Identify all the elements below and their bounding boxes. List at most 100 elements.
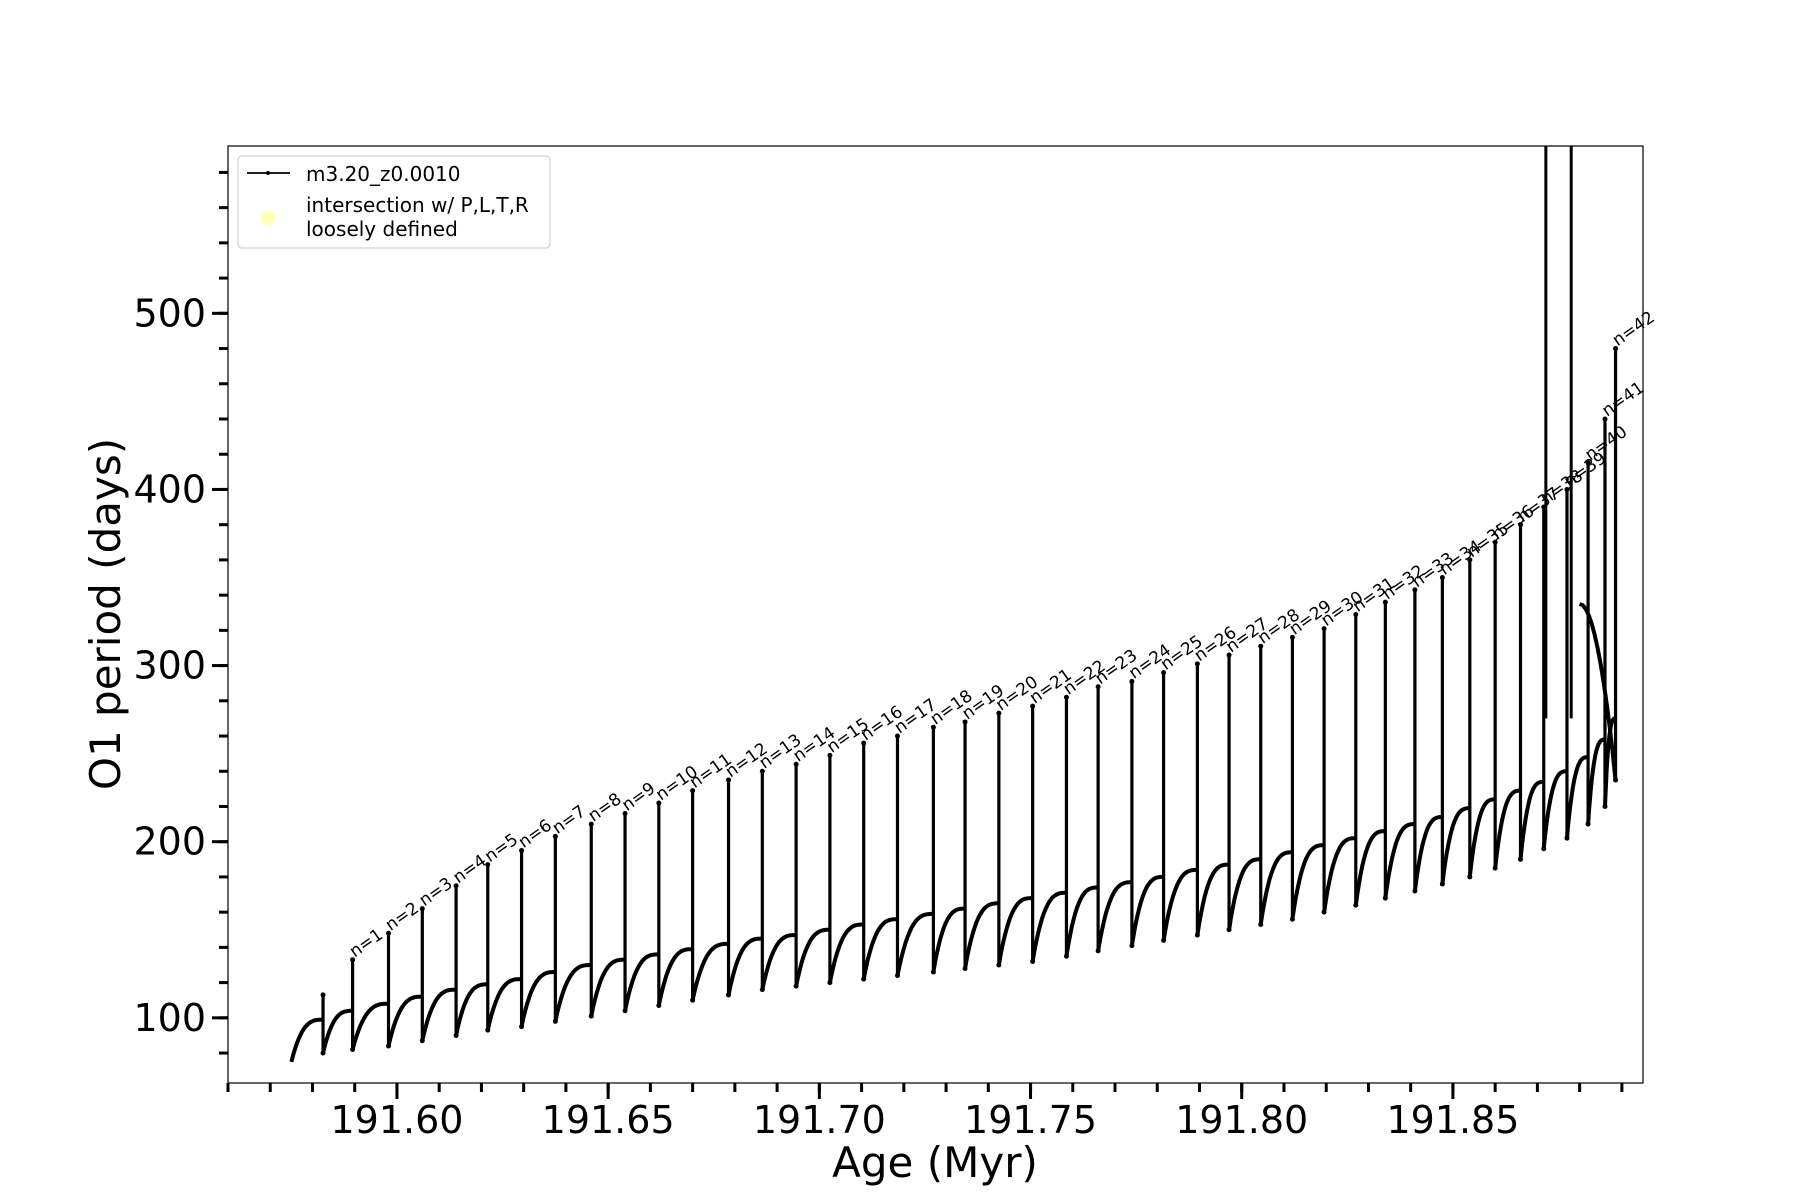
series-segment [794, 927, 830, 987]
y-axis-title: O1 period (days) [81, 438, 130, 790]
spike-peak-point [962, 719, 968, 725]
y-tick-label: 100 [133, 996, 206, 1040]
spike-peak-point [827, 752, 833, 758]
series-segment [1096, 880, 1132, 952]
spike-peak-point [350, 957, 356, 963]
spike-peak-point [453, 883, 459, 889]
series-segment [623, 952, 659, 1012]
x-axis-title: Age (Myr) [832, 1138, 1038, 1187]
spike-peak-point [1518, 522, 1524, 528]
series-segment [1353, 829, 1386, 906]
series-final-rise [1578, 602, 1618, 781]
spike-peak-point [485, 862, 491, 868]
spike-peak-point [1129, 678, 1135, 684]
spike-peak-point [690, 788, 696, 794]
series-segment [861, 917, 898, 980]
spike-peak-point [894, 733, 900, 739]
plot-frame [227, 145, 1644, 1084]
spike-peak-point [759, 768, 765, 774]
y-tick-label: 400 [133, 467, 206, 511]
series-segment [420, 987, 457, 1042]
series-segment [690, 941, 729, 1001]
spike-peak-point [930, 724, 936, 730]
series-segment [386, 994, 423, 1047]
spike-peak-point [622, 811, 628, 817]
series-segment [1565, 755, 1589, 839]
spike-peak-point [1439, 575, 1445, 581]
spike-peak-point [1353, 612, 1359, 617]
legend-box [237, 155, 551, 249]
series-segment [1518, 779, 1545, 860]
legend-label-intersection-line1: intersection w/ P,L,T,R [306, 193, 529, 217]
spike-peak-point [861, 740, 867, 746]
series-segment [963, 901, 1000, 969]
series-segment [454, 982, 488, 1036]
series-segment [485, 977, 522, 1031]
series-segment [289, 1017, 324, 1063]
series-segment [1258, 850, 1293, 925]
spike-peak-point [1613, 346, 1619, 352]
series-segment [1586, 737, 1606, 825]
series-segment [1383, 822, 1416, 899]
spike-peak-point [1412, 587, 1418, 593]
spike-peak-point [1289, 634, 1295, 640]
series-segment [1467, 797, 1496, 878]
spike-peak-point [588, 821, 594, 827]
series-segment [1493, 788, 1522, 869]
x-tick-label: 191.70 [753, 1098, 886, 1142]
spike-peak-point [320, 992, 326, 998]
spike-peak-point [1161, 670, 1167, 676]
series-segment [321, 1008, 353, 1054]
y-tick-label: 300 [133, 644, 206, 688]
series-segment [1227, 857, 1261, 931]
series-segment [760, 933, 797, 991]
spike-peak-point [1602, 416, 1608, 422]
series-segment [1161, 867, 1198, 941]
x-tick-label: 191.65 [542, 1098, 675, 1142]
series-segment [931, 906, 966, 973]
spike-peak-point [552, 833, 558, 839]
series-segment [1064, 885, 1099, 957]
spike-peak-point [386, 930, 392, 936]
series-segment [1129, 874, 1164, 946]
x-axis: 191.60 191.65 191.70 191.75 191.80 191.85 [226, 1083, 1624, 1142]
spike-peak-point [1321, 626, 1327, 632]
series-segment [996, 896, 1033, 966]
legend-label-intersection-line2: loosely defined [306, 217, 458, 241]
spike-peak-point [1258, 643, 1264, 649]
legend-label-series: m3.20_z0.0010 [306, 162, 461, 186]
spike-peak-point [1226, 652, 1232, 658]
spike-peak-point [1063, 694, 1069, 700]
series-segment [350, 1001, 389, 1051]
series-segment [656, 947, 693, 1006]
series-segment [553, 963, 592, 1022]
series-layer [289, 146, 1619, 1063]
series-segment [589, 957, 626, 1017]
legend-label-intersection: intersection w/ P,L,T,R loosely defined [306, 193, 535, 241]
spike-peak-point [726, 777, 732, 783]
series-segment [1322, 836, 1356, 913]
y-tick-label: 500 [133, 291, 206, 335]
x-tick-label: 191.85 [1386, 1098, 1519, 1142]
spike-peak-point [419, 906, 425, 912]
series-segment [827, 922, 864, 984]
legend: m3.20_z0.0010 intersection w/ P,L,T,R lo… [237, 155, 551, 249]
x-tick-label: 191.60 [330, 1098, 463, 1142]
spike-peak-point [1564, 486, 1570, 492]
spike-peak-point [996, 710, 1002, 716]
y-axis: 100 200 300 400 500 [133, 170, 228, 1055]
series-segment [1290, 843, 1325, 920]
spike-peak-point [1382, 599, 1388, 605]
legend-intersection-marker [260, 210, 276, 226]
series-segment [519, 970, 556, 1028]
x-tick-label: 191.75 [964, 1098, 1097, 1142]
legend-line-marker [266, 171, 270, 175]
series-segment [1030, 890, 1067, 962]
x-tick-label: 191.80 [1175, 1098, 1308, 1142]
spike-peak-point [793, 761, 799, 767]
series-segment [726, 936, 763, 996]
spike-peak-point [1095, 684, 1101, 690]
spike-peak-point [1194, 661, 1200, 667]
y-tick-label: 200 [133, 820, 206, 864]
